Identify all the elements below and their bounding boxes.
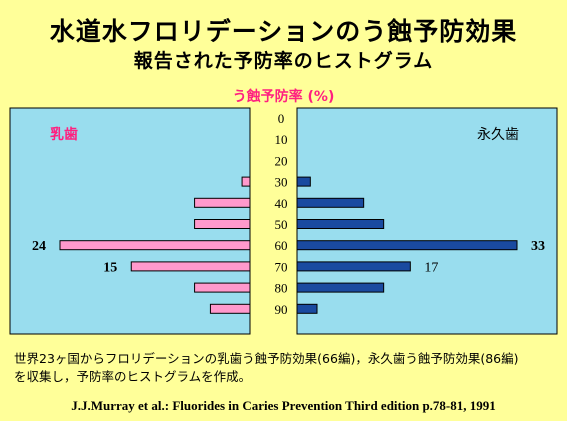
series-label-permanent: 永久歯 — [477, 127, 519, 143]
bar-permanent-90 — [296, 303, 318, 314]
data-label-permanent-60: 33 — [531, 239, 545, 254]
y-tick-label: 0 — [278, 111, 285, 126]
data-label-permanent-70: 17 — [424, 260, 438, 275]
bar-permanent-50 — [296, 219, 385, 229]
y-tick-label: 80 — [275, 281, 288, 296]
bar-permanent-70 — [296, 261, 411, 272]
bar-primary-90 — [209, 303, 251, 314]
data-label-primary-70: 15 — [103, 260, 117, 275]
y-tick-label: 90 — [275, 302, 288, 317]
y-tick-label: 60 — [275, 238, 288, 253]
chart-title: う蝕予防率 (%) — [232, 89, 335, 105]
note-line-1: 世界23ヶ国からフロリデーションの乳歯う蝕予防効果(66編)，永久歯う蝕予防効果… — [14, 351, 519, 366]
bar-primary-70 — [130, 261, 251, 272]
histogram-chart: 乳歯 永久歯 0 10 20 30 40 50 60 70 80 90 24 15 33 17 — [9, 107, 558, 335]
note-line-2: を収集し，予防率のヒストグラムを作成。 — [14, 369, 252, 384]
citation: J.J.Murray et al.: Fluorides in Caries P… — [71, 398, 496, 413]
bar-primary-60 — [59, 240, 251, 251]
page-subtitle: 報告された予防率のヒストグラム — [133, 50, 434, 72]
bar-primary-40 — [194, 197, 251, 208]
y-tick-label: 70 — [275, 259, 288, 274]
bar-permanent-30 — [296, 176, 311, 187]
y-tick-label: 20 — [275, 153, 288, 168]
bar-permanent-80 — [296, 282, 385, 293]
y-tick-label: 50 — [275, 217, 288, 232]
y-tick-label: 40 — [275, 196, 288, 211]
series-label-primary: 乳歯 — [50, 126, 78, 143]
description-note: 世界23ヶ国からフロリデーションの乳歯う蝕予防効果(66編)，永久歯う蝕予防効果… — [14, 350, 518, 386]
y-tick-label: 30 — [275, 175, 288, 190]
data-label-primary-60: 24 — [32, 239, 46, 254]
page-title: 水道水フロリデーションのう蝕予防効果 — [49, 17, 518, 46]
bar-primary-50 — [194, 219, 251, 229]
bar-permanent-40 — [296, 197, 365, 208]
bar-permanent-60 — [296, 240, 518, 251]
bar-primary-80 — [194, 282, 251, 293]
y-tick-label: 10 — [275, 132, 288, 147]
bar-primary-30 — [241, 176, 251, 187]
